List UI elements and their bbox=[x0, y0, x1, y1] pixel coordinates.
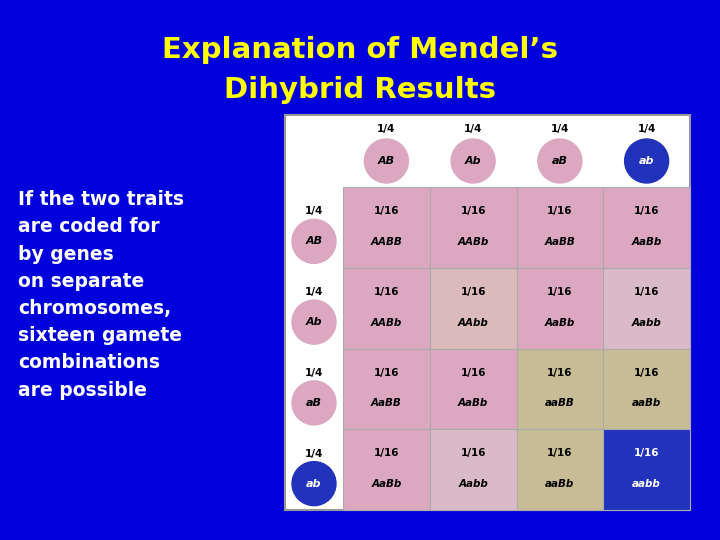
Text: 1/16: 1/16 bbox=[460, 287, 486, 297]
Text: 1/4: 1/4 bbox=[305, 449, 323, 458]
FancyBboxPatch shape bbox=[343, 187, 430, 268]
Text: AaBb: AaBb bbox=[458, 399, 488, 408]
Text: 1/4: 1/4 bbox=[305, 206, 323, 217]
FancyBboxPatch shape bbox=[343, 429, 430, 510]
Text: 1/16: 1/16 bbox=[634, 287, 660, 297]
Text: 1/4: 1/4 bbox=[464, 124, 482, 134]
FancyBboxPatch shape bbox=[516, 268, 603, 348]
FancyBboxPatch shape bbox=[516, 187, 603, 268]
Text: aaBb: aaBb bbox=[632, 399, 661, 408]
Circle shape bbox=[292, 462, 336, 505]
Text: 1/16: 1/16 bbox=[634, 449, 660, 458]
Text: 1/16: 1/16 bbox=[634, 206, 660, 216]
Text: AABB: AABB bbox=[371, 237, 402, 247]
Circle shape bbox=[451, 139, 495, 183]
Circle shape bbox=[292, 219, 336, 264]
Text: If the two traits
are coded for
by genes
on separate
chromosomes,
sixteen gamete: If the two traits are coded for by genes… bbox=[18, 190, 184, 400]
Text: 1/4: 1/4 bbox=[377, 124, 395, 134]
FancyBboxPatch shape bbox=[516, 429, 603, 510]
FancyBboxPatch shape bbox=[603, 348, 690, 429]
Circle shape bbox=[292, 381, 336, 425]
Text: aaBB: aaBB bbox=[545, 399, 575, 408]
Text: Explanation of Mendel’s: Explanation of Mendel’s bbox=[162, 36, 558, 64]
Text: Aabb: Aabb bbox=[458, 479, 488, 489]
Text: AABb: AABb bbox=[371, 318, 402, 328]
Text: 1/16: 1/16 bbox=[547, 206, 572, 216]
FancyBboxPatch shape bbox=[603, 429, 690, 510]
Text: 1/16: 1/16 bbox=[374, 287, 399, 297]
Text: aB: aB bbox=[552, 156, 568, 166]
Text: AaBb: AaBb bbox=[372, 479, 402, 489]
FancyBboxPatch shape bbox=[285, 115, 690, 510]
Text: Ab: Ab bbox=[465, 156, 482, 166]
FancyBboxPatch shape bbox=[430, 348, 516, 429]
Text: 1/16: 1/16 bbox=[634, 368, 660, 377]
Text: AB: AB bbox=[305, 237, 323, 246]
Text: AaBb: AaBb bbox=[545, 318, 575, 328]
FancyBboxPatch shape bbox=[516, 348, 603, 429]
FancyBboxPatch shape bbox=[430, 187, 516, 268]
Text: 1/16: 1/16 bbox=[460, 206, 486, 216]
Circle shape bbox=[538, 139, 582, 183]
FancyBboxPatch shape bbox=[603, 187, 690, 268]
Text: 1/16: 1/16 bbox=[547, 449, 572, 458]
Text: AB: AB bbox=[378, 156, 395, 166]
Circle shape bbox=[625, 139, 669, 183]
Text: ab: ab bbox=[639, 156, 654, 166]
FancyBboxPatch shape bbox=[603, 268, 690, 348]
Text: AaBB: AaBB bbox=[371, 399, 402, 408]
Text: AaBB: AaBB bbox=[544, 237, 575, 247]
Text: 1/16: 1/16 bbox=[547, 368, 572, 377]
Text: 1/16: 1/16 bbox=[374, 449, 399, 458]
Text: AaBb: AaBb bbox=[631, 237, 662, 247]
Text: AAbb: AAbb bbox=[458, 318, 488, 328]
Text: 1/16: 1/16 bbox=[460, 368, 486, 377]
Text: Aabb: Aabb bbox=[631, 318, 662, 328]
Text: Ab: Ab bbox=[306, 317, 323, 327]
Text: ab: ab bbox=[306, 478, 322, 489]
Text: 1/4: 1/4 bbox=[551, 124, 569, 134]
FancyBboxPatch shape bbox=[430, 268, 516, 348]
Text: 1/16: 1/16 bbox=[374, 368, 399, 377]
Text: 1/16: 1/16 bbox=[547, 287, 572, 297]
FancyBboxPatch shape bbox=[343, 348, 430, 429]
Text: aaBb: aaBb bbox=[545, 479, 575, 489]
Text: aB: aB bbox=[306, 398, 322, 408]
Text: 1/4: 1/4 bbox=[305, 368, 323, 378]
Text: AABb: AABb bbox=[457, 237, 489, 247]
Text: aabb: aabb bbox=[632, 479, 661, 489]
Text: 1/16: 1/16 bbox=[460, 449, 486, 458]
FancyBboxPatch shape bbox=[343, 268, 430, 348]
Text: Dihybrid Results: Dihybrid Results bbox=[224, 76, 496, 104]
Circle shape bbox=[292, 300, 336, 344]
FancyBboxPatch shape bbox=[430, 429, 516, 510]
Text: 1/4: 1/4 bbox=[637, 124, 656, 134]
Text: 1/16: 1/16 bbox=[374, 206, 399, 216]
Circle shape bbox=[364, 139, 408, 183]
Text: 1/4: 1/4 bbox=[305, 287, 323, 297]
